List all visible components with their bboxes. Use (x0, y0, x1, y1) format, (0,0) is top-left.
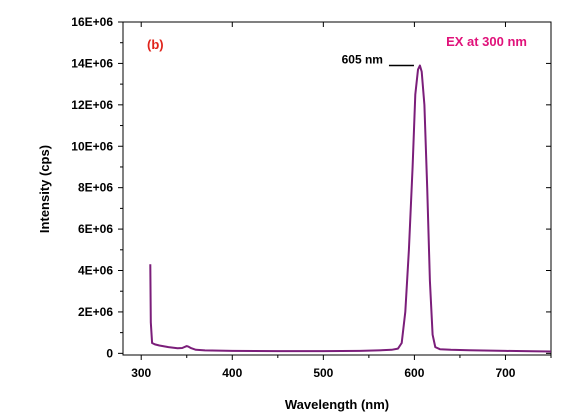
y-tick-label: 12E+06 (71, 98, 113, 112)
y-tick-label: 14E+06 (71, 56, 113, 70)
y-axis-ticks: 0 2E+06 4E+06 6E+06 8E+06 10E+06 12E+06 14E+06 1… (71, 15, 551, 360)
plot-area: 300 400 500 600 700 0 2E+06 4E+06 6E+06 8E+06 10E… (71, 15, 552, 380)
y-tick-label: 16E+06 (71, 15, 113, 29)
x-tick-label: 300 (131, 366, 151, 380)
y-tick-label: 2E+06 (78, 305, 113, 319)
y-tick-label: 4E+06 (78, 264, 113, 278)
x-tick-label: 500 (313, 366, 333, 380)
x-tick-label: 700 (495, 366, 515, 380)
y-tick-label: 6E+06 (78, 222, 113, 236)
plot-frame (122, 21, 552, 356)
y-tick-label: 8E+06 (78, 181, 113, 195)
excitation-label: EX at 300 nm (446, 34, 527, 49)
y-tick-label: 0 (106, 346, 113, 360)
x-axis-label: Wavelength (nm) (285, 397, 389, 412)
x-tick-label: 600 (404, 366, 424, 380)
emission-series-line (149, 64, 552, 353)
x-tick-label: 400 (222, 366, 242, 380)
peak-annotation-label: 605 nm (342, 52, 383, 66)
panel-label: (b) (147, 37, 164, 52)
y-axis-label: Intensity (cps) (37, 145, 52, 233)
y-tick-label: 10E+06 (71, 139, 113, 153)
x-axis-ticks: 300 400 500 600 700 (131, 22, 552, 380)
